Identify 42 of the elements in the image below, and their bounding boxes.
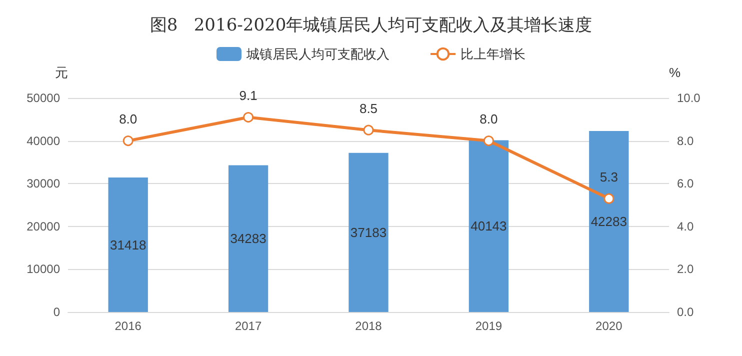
y-tick-label: 0 [53, 305, 60, 319]
y2-axis-title: % [669, 65, 681, 80]
point [604, 193, 614, 204]
data-label: 5.3 [600, 169, 618, 184]
data-label: 34283 [230, 231, 266, 246]
y2-tick-label: 10.0 [677, 91, 701, 105]
point [483, 136, 494, 146]
x-tick-label: 2020 [596, 319, 623, 333]
y2-tick-label: 0.0 [677, 305, 694, 319]
y-tick-label: 30000 [26, 176, 60, 191]
data-label: 9.1 [239, 88, 258, 104]
y2-tick-label: 6.0 [677, 176, 694, 191]
data-label: 31418 [110, 237, 146, 252]
y-tick-label: 10000 [26, 262, 60, 276]
point [363, 124, 374, 136]
legend-label: 比上年增长 [460, 46, 526, 62]
legend-label: 城镇居民人均可支配收入 [246, 46, 390, 62]
bar [468, 140, 509, 312]
bar [228, 165, 268, 312]
y-tick-label: 40000 [26, 134, 60, 148]
x-tick-label: 2019 [475, 319, 502, 333]
point [243, 112, 254, 123]
y-tick-label: 50000 [26, 91, 60, 105]
x-tick-label: 2016 [114, 319, 142, 333]
y2-tick-label: 8.0 [677, 134, 694, 148]
data-label: 8.0 [480, 112, 498, 127]
bar [589, 131, 629, 312]
x-tick-label: 2018 [355, 319, 382, 333]
x-tick-label: 2017 [234, 319, 262, 333]
bar [108, 178, 148, 312]
data-label: 42283 [590, 214, 627, 230]
bar [348, 152, 388, 312]
y-axis-title: 元 [55, 65, 68, 80]
y-tick-label: 20000 [26, 219, 60, 234]
data-label: 8.5 [359, 100, 378, 116]
y2-tick-label: 2.0 [677, 262, 694, 276]
data-label: 37183 [350, 224, 387, 240]
data-label: 8.0 [119, 112, 138, 127]
point [122, 136, 134, 146]
y2-tick-label: 4.0 [677, 219, 694, 234]
chart-title: 图8 2016-2020年城镇居民人均可支配收入及其增长速度 [150, 16, 592, 36]
data-label: 40143 [470, 218, 507, 234]
